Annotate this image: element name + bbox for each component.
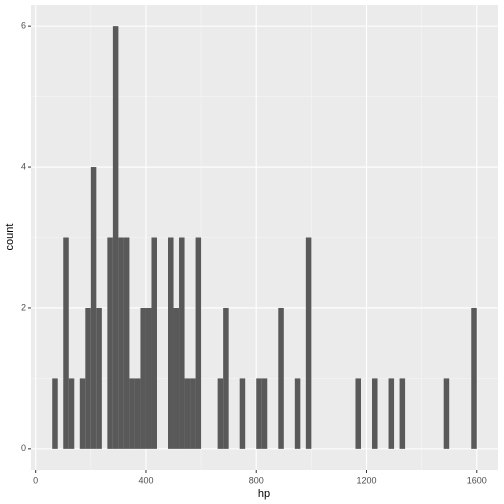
x-tick-label: 1200 <box>356 475 376 485</box>
bar <box>239 378 246 449</box>
bar <box>168 237 174 449</box>
bar <box>134 378 141 449</box>
bar <box>443 378 450 449</box>
bar <box>195 237 202 449</box>
bar <box>129 378 135 449</box>
x-axis-title: hp <box>258 488 270 500</box>
bar <box>294 378 301 449</box>
bar <box>107 237 113 449</box>
x-tick-label: 0 <box>33 475 38 485</box>
x-tick-label: 1600 <box>467 475 487 485</box>
bar <box>179 237 185 449</box>
bar <box>123 237 130 449</box>
y-tick-label: 6 <box>21 21 26 31</box>
bar <box>90 167 97 449</box>
bar <box>388 378 395 449</box>
bar <box>278 307 284 449</box>
bar <box>112 26 119 449</box>
bar <box>217 378 224 449</box>
bar <box>261 378 268 449</box>
y-tick-label: 0 <box>21 443 26 453</box>
x-tick-label: 800 <box>249 475 264 485</box>
bar <box>471 307 477 449</box>
bar <box>190 378 196 449</box>
bar <box>96 307 102 449</box>
bar <box>145 307 152 449</box>
y-axis-title: count <box>4 224 16 251</box>
y-tick-label: 2 <box>21 302 26 312</box>
bar <box>118 237 124 449</box>
bar <box>372 378 378 449</box>
bar <box>85 307 91 449</box>
bar <box>223 307 229 449</box>
y-tick-label: 4 <box>21 161 26 171</box>
bar <box>52 378 58 449</box>
bar <box>140 307 146 449</box>
bar <box>173 307 180 449</box>
bar <box>68 378 75 449</box>
bar <box>355 378 361 449</box>
bar <box>151 237 157 449</box>
x-tick-label: 400 <box>138 475 153 485</box>
bar <box>184 378 191 449</box>
bar <box>63 237 69 449</box>
bar <box>256 378 262 449</box>
bar <box>79 378 86 449</box>
bar <box>305 237 312 449</box>
bar <box>399 378 406 449</box>
